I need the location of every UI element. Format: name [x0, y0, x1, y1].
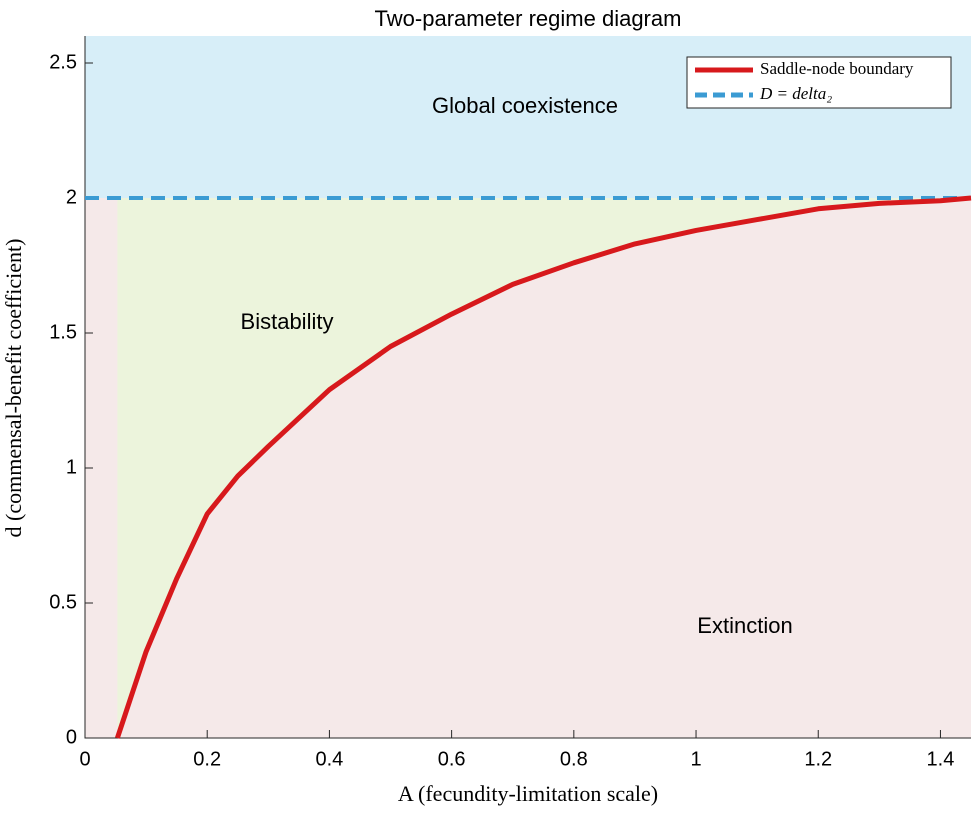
y-tick-label: 0.5 [49, 591, 77, 613]
y-axis-label: d (commensal-benefit coefficient) [1, 239, 26, 538]
x-tick-label: 1 [690, 748, 701, 770]
x-tick-label: 0.4 [316, 748, 344, 770]
x-tick-label: 1.2 [804, 748, 832, 770]
x-tick-label: 0.2 [193, 748, 221, 770]
region-label: Bistability [241, 309, 334, 334]
series-line [115, 195, 972, 739]
x-axis-label: A (fecundity-limitation scale) [398, 781, 658, 806]
legend: Saddle-node boundary D = delta₂ [686, 56, 952, 109]
legend-box [686, 56, 952, 109]
legend-label: Saddle-node boundary [760, 59, 914, 78]
region-label: Extinction [697, 613, 792, 638]
y-tick-label: 2.5 [49, 51, 77, 73]
x-tick-label: 0.6 [438, 748, 466, 770]
y-tick-label: 1.5 [49, 321, 77, 343]
x-tick-label: 0.8 [560, 748, 588, 770]
y-tick-label: 2 [66, 186, 77, 208]
chart-title: Two-parameter regime diagram [375, 6, 682, 31]
y-tick-label: 0 [66, 726, 77, 748]
legend-label: D = delta₂ [759, 84, 832, 103]
x-tick-label: 1.4 [927, 748, 955, 770]
region-label: Global coexistence [432, 93, 618, 118]
x-tick-label: 0 [79, 748, 90, 770]
region-bistability [117, 198, 971, 738]
y-tick-label: 1 [66, 456, 77, 478]
